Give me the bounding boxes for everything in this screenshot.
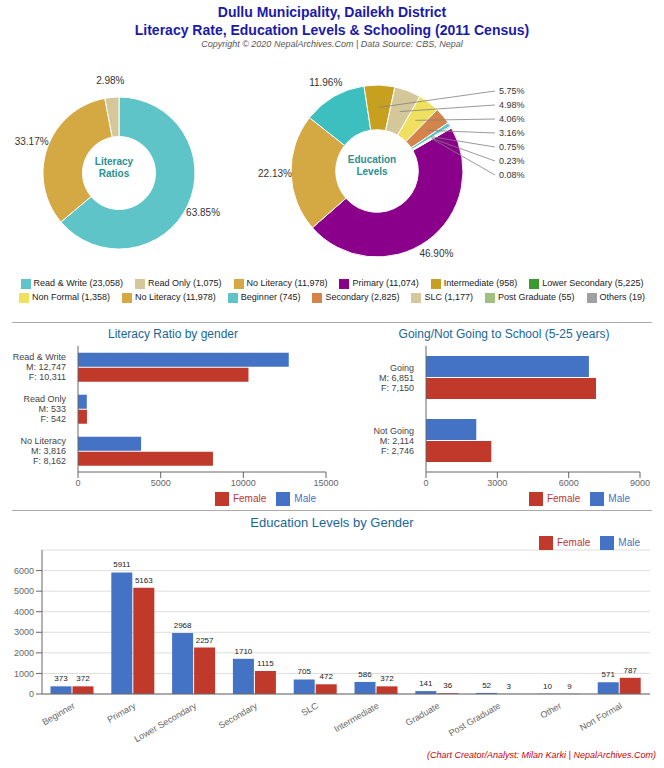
- svg-text:372: 372: [380, 674, 394, 683]
- svg-text:6000: 6000: [559, 478, 579, 488]
- svg-text:5000: 5000: [151, 478, 171, 488]
- svg-text:2968: 2968: [174, 621, 192, 630]
- svg-text:2257: 2257: [196, 636, 214, 645]
- svg-text:0: 0: [29, 689, 34, 699]
- svg-text:5163: 5163: [135, 576, 153, 585]
- html-text:Literacy Rate, Education Level: Literacy Rate, Education Levels & School…: [134, 21, 530, 38]
- html-text:Post Graduate (55): Post Graduate (55): [498, 292, 575, 302]
- svg-text:0.23%: 0.23%: [499, 156, 525, 166]
- html-text:Beginner (745): Beginner (745): [240, 292, 301, 302]
- html-text:Read Only (1,075): Read Only (1,075): [148, 278, 222, 288]
- svg-text:141: 141: [419, 679, 433, 688]
- svg-text:Graduate: Graduate: [404, 701, 442, 728]
- svg-text:Read OnlyM: 533F: 542: Read OnlyM: 533F: 542: [23, 394, 66, 424]
- svg-text:Non Formal: Non Formal: [578, 701, 624, 733]
- svg-text:4000: 4000: [14, 607, 34, 617]
- svg-text:SLC: SLC: [300, 700, 321, 718]
- svg-text:No LiteracyM: 3,816F: 8,162: No LiteracyM: 3,816F: 8,162: [20, 436, 66, 466]
- html-text:Primary (11,074): Primary (11,074): [352, 278, 419, 288]
- svg-text:2.98%: 2.98%: [96, 75, 124, 86]
- html-text:SLC (1,177): SLC (1,177): [424, 292, 473, 302]
- svg-text:1710: 1710: [235, 647, 253, 656]
- svg-text:GoingM: 6,851F: 7,150: GoingM: 6,851F: 7,150: [379, 363, 414, 393]
- svg-text:9000: 9000: [630, 478, 650, 488]
- svg-text:705: 705: [298, 667, 312, 676]
- html-text:Copyright © 2020 NepalArchives: Copyright © 2020 NepalArchives.Com | Dat…: [201, 39, 463, 49]
- svg-text:373: 373: [54, 674, 68, 683]
- svg-text:9: 9: [567, 682, 572, 691]
- svg-text:Primary: Primary: [106, 700, 138, 724]
- svg-text:Beginner: Beginner: [40, 701, 76, 728]
- svg-text:586: 586: [358, 670, 372, 679]
- svg-text:787: 787: [624, 666, 638, 675]
- html-text:Read & Write (23,058): Read & Write (23,058): [33, 278, 123, 288]
- html-text:Intermediate (958): Intermediate (958): [443, 278, 518, 288]
- html-text:Others (19): Others (19): [599, 292, 645, 302]
- html-text:Secondary (2,825): Secondary (2,825): [325, 292, 400, 302]
- svg-text:571: 571: [602, 670, 616, 679]
- html-text:Male: Male: [608, 492, 630, 504]
- html-text:Female: Female: [233, 492, 267, 504]
- svg-text:6000: 6000: [14, 566, 34, 576]
- svg-text:Intermediate: Intermediate: [332, 701, 380, 735]
- html-text:Literacy Ratio by gender: Literacy Ratio by gender: [108, 327, 238, 341]
- svg-text:3000: 3000: [487, 478, 507, 488]
- svg-text:Not GoingM: 2,114F: 2,746: Not GoingM: 2,114F: 2,746: [373, 426, 414, 456]
- svg-text:4.06%: 4.06%: [499, 114, 525, 124]
- html-text:Male: Male: [618, 536, 640, 548]
- svg-text:0.08%: 0.08%: [499, 170, 525, 180]
- svg-text:36: 36: [443, 681, 452, 690]
- html-text:Female: Female: [557, 536, 591, 548]
- svg-text:10: 10: [543, 682, 552, 691]
- html-text:Literacy Ratios: Literacy Ratios: [94, 156, 134, 179]
- svg-text:3: 3: [506, 682, 511, 691]
- svg-text:Other: Other: [538, 701, 562, 721]
- html-text:Going/Not Going to School (5-2: Going/Not Going to School (5-25 years): [398, 327, 610, 341]
- html-text:Dullu Municipality, Dailekh Di: Dullu Municipality, Dailekh District: [217, 4, 447, 20]
- html-text:No Literacy (11,978): No Literacy (11,978): [135, 292, 216, 302]
- svg-text:0.75%: 0.75%: [499, 142, 525, 152]
- svg-text:11.96%: 11.96%: [309, 77, 342, 88]
- svg-text:3.16%: 3.16%: [499, 128, 525, 138]
- svg-text:4.98%: 4.98%: [499, 100, 525, 110]
- svg-text:0: 0: [75, 478, 80, 488]
- svg-text:22.13%: 22.13%: [258, 168, 292, 179]
- html-text:Lower Secondary (5,225): Lower Secondary (5,225): [542, 278, 644, 288]
- svg-text:1115: 1115: [257, 659, 274, 668]
- svg-text:5911: 5911: [113, 560, 131, 569]
- svg-text:3000: 3000: [14, 627, 34, 637]
- svg-text:33.17%: 33.17%: [15, 136, 49, 147]
- svg-text:1000: 1000: [14, 669, 34, 679]
- html-text:Education Levels by Gender: Education Levels by Gender: [250, 515, 414, 530]
- svg-text:Secondary: Secondary: [217, 700, 260, 730]
- svg-text:5000: 5000: [14, 586, 34, 596]
- html-text:Non Formal (1,358): Non Formal (1,358): [32, 292, 110, 302]
- html-text:Female: Female: [547, 492, 581, 504]
- svg-text:52: 52: [482, 681, 491, 690]
- svg-text:46.90%: 46.90%: [419, 248, 453, 259]
- html-text:Education Levels: Education Levels: [347, 154, 397, 177]
- html-text:No Literacy (11,978): No Literacy (11,978): [246, 278, 328, 288]
- svg-text:Post Graduate: Post Graduate: [447, 701, 502, 739]
- svg-text:0: 0: [423, 478, 428, 488]
- svg-text:Lower Secondary: Lower Secondary: [133, 700, 199, 744]
- svg-text:5.75%: 5.75%: [499, 86, 525, 96]
- svg-text:2000: 2000: [14, 648, 34, 658]
- svg-text:15000: 15000: [313, 478, 338, 488]
- html-text:(Chart Creator/Analyst: Milan: (Chart Creator/Analyst: Milan Karki | Ne…: [427, 750, 656, 760]
- svg-text:472: 472: [320, 672, 334, 681]
- html-text:Male: Male: [294, 492, 316, 504]
- svg-text:63.85%: 63.85%: [186, 207, 220, 218]
- svg-text:372: 372: [76, 674, 90, 683]
- svg-text:10000: 10000: [231, 478, 256, 488]
- svg-text:Read & WriteM: 12,747F: 10,311: Read & WriteM: 12,747F: 10,311: [13, 352, 66, 382]
